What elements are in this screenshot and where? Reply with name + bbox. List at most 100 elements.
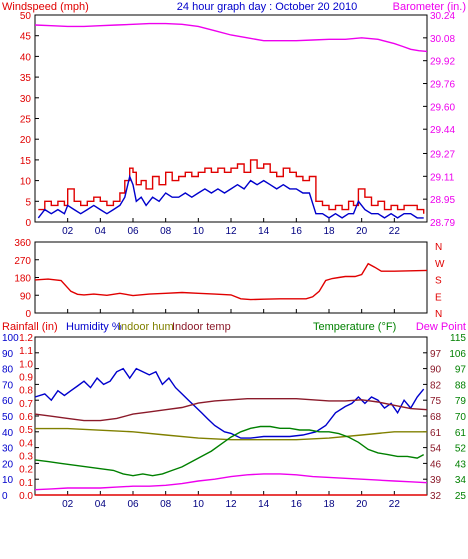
x-tick-label: 04: [95, 499, 107, 510]
indoor-temp-tick-label: 97: [430, 349, 442, 360]
wind-baro-series-line-0: [38, 159, 425, 214]
chart-title: 24 hour graph day : October 20 2010: [177, 1, 357, 13]
barometer-tick-label: 30.24: [430, 11, 455, 22]
barometer-tick-label: 28.79: [430, 218, 455, 229]
barometer-tick-label: 29.44: [430, 125, 455, 136]
wind-direction-series-line-0: [34, 262, 428, 301]
rainfall-tick-label: 1.1: [19, 346, 33, 357]
humidity-tick-label: 50: [2, 412, 14, 423]
x-tick-label: 04: [95, 226, 107, 237]
windspeed-tick-label: 30: [20, 94, 32, 105]
compass-tick-label: E: [435, 292, 442, 303]
temp-humidity-series-line-3: [34, 425, 425, 477]
x-tick-label: 12: [225, 499, 237, 510]
temperature-tick-label: 25: [455, 491, 467, 502]
indoor-temp-tick-label: 39: [430, 475, 442, 486]
indoor-temp-tick-label: 32: [430, 491, 442, 502]
x-tick-label: 20: [356, 499, 368, 510]
humidity-tick-label: 80: [2, 365, 14, 376]
x-tick-label: 02: [62, 226, 74, 237]
rainfall-tick-label: 0.3: [19, 452, 33, 463]
indoor-temp-tick-label: 82: [430, 380, 442, 391]
windspeed-tick-label: 15: [20, 156, 32, 167]
windspeed-tick-label: 25: [20, 115, 32, 126]
humidity-tick-label: 30: [2, 444, 14, 455]
compass-tick-label: W: [435, 259, 445, 270]
humidity-tick-label: 100: [2, 333, 19, 344]
temperature-tick-label: 61: [455, 428, 467, 439]
barometer-tick-label: 29.27: [430, 149, 455, 160]
x-tick-label: 18: [323, 499, 335, 510]
x-tick-label: 22: [389, 499, 401, 510]
x-tick-label: 14: [258, 226, 270, 237]
humidity-tick-label: 90: [2, 349, 14, 360]
x-tick-label: 10: [193, 226, 205, 237]
humidity-tick-label: 70: [2, 380, 14, 391]
rainfall-tick-label: 0.6: [19, 412, 33, 423]
compass-tick-label: N: [435, 309, 442, 320]
compass-tick-label: N: [435, 242, 442, 253]
direction-tick-label: 90: [20, 291, 32, 302]
x-tick-label: 08: [160, 226, 172, 237]
x-tick-label: 20: [356, 226, 368, 237]
direction-tick-label: 0: [25, 309, 31, 320]
temperature-tick-label: 43: [455, 459, 467, 470]
temp-humidity-series-line-0: [34, 367, 425, 439]
temperature-tick-label: 52: [455, 444, 467, 455]
rainfall-tick-label: 0.2: [19, 465, 33, 476]
barometer-tick-label: 29.11: [430, 172, 455, 183]
temperature-tick-label: 106: [449, 349, 466, 360]
rainfall-tick-label: 1.2: [19, 333, 33, 344]
x-tick-label: 06: [127, 499, 139, 510]
temperature-tick-label: 97: [455, 365, 467, 376]
x-tick-label: 02: [62, 499, 74, 510]
temperature-axis-label: Temperature (°F): [313, 321, 396, 333]
x-tick-label: 18: [323, 226, 335, 237]
rainfall-tick-label: 1.0: [19, 359, 33, 370]
indoor-hum-axis-label: Indoor hum: [118, 321, 174, 333]
direction-tick-label: 180: [14, 274, 31, 285]
wind-baro-series: [34, 22, 428, 219]
windspeed-tick-label: 40: [20, 52, 32, 63]
humidity-tick-label: 40: [2, 428, 14, 439]
x-tick-label: 16: [291, 226, 303, 237]
windspeed-tick-label: 0: [25, 218, 31, 229]
indoor-temp-tick-label: 61: [430, 428, 442, 439]
barometer-tick-label: 29.60: [430, 102, 455, 113]
x-tick-label: 22: [389, 226, 401, 237]
indoor-temp-tick-label: 68: [430, 412, 442, 423]
temperature-tick-label: 70: [455, 412, 467, 423]
wind-baro-ticks: 0 5 10 15 20 25 30 35 40 45 50 28.79 28.95 29.11 29.27…: [20, 11, 456, 237]
x-tick-label: 16: [291, 499, 303, 510]
temperature-tick-label: 88: [455, 380, 467, 391]
direction-tick-label: 360: [14, 238, 31, 249]
rainfall-tick-label: 0.9: [19, 373, 33, 384]
temp-humidity-series: [34, 367, 428, 496]
wind-direction-plot-frame: [34, 241, 428, 314]
windspeed-tick-label: 35: [20, 73, 32, 84]
windspeed-tick-label: 50: [20, 11, 32, 22]
x-tick-label: 08: [160, 499, 172, 510]
x-tick-label: 10: [193, 499, 205, 510]
humidity-tick-label: 20: [2, 459, 14, 470]
humidity-tick-label: 0: [2, 491, 8, 502]
indoor-temp-tick-label: 54: [430, 444, 442, 455]
temperature-tick-label: 79: [455, 396, 467, 407]
rainfall-axis-label: Rainfall (in): [2, 321, 58, 333]
rainfall-tick-label: 0.8: [19, 386, 33, 397]
indoor-temp-tick-label: 75: [430, 396, 442, 407]
temperature-tick-label: 115: [450, 333, 466, 344]
windspeed-tick-label: 45: [20, 32, 32, 43]
rainfall-tick-label: 0.0: [19, 491, 33, 502]
temp-humidity-series-line-1: [35, 427, 427, 441]
windspeed-tick-label: 10: [20, 177, 32, 188]
rainfall-tick-label: 0.1: [19, 478, 33, 489]
windspeed-tick-label: 5: [25, 197, 31, 208]
temperature-tick-label: 34: [455, 475, 467, 486]
barometer-tick-label: 29.76: [430, 80, 455, 91]
temp-humidity-series-line-2: [34, 398, 428, 422]
wind-baro-plot-frame: [34, 14, 428, 223]
x-tick-label: 12: [225, 226, 237, 237]
